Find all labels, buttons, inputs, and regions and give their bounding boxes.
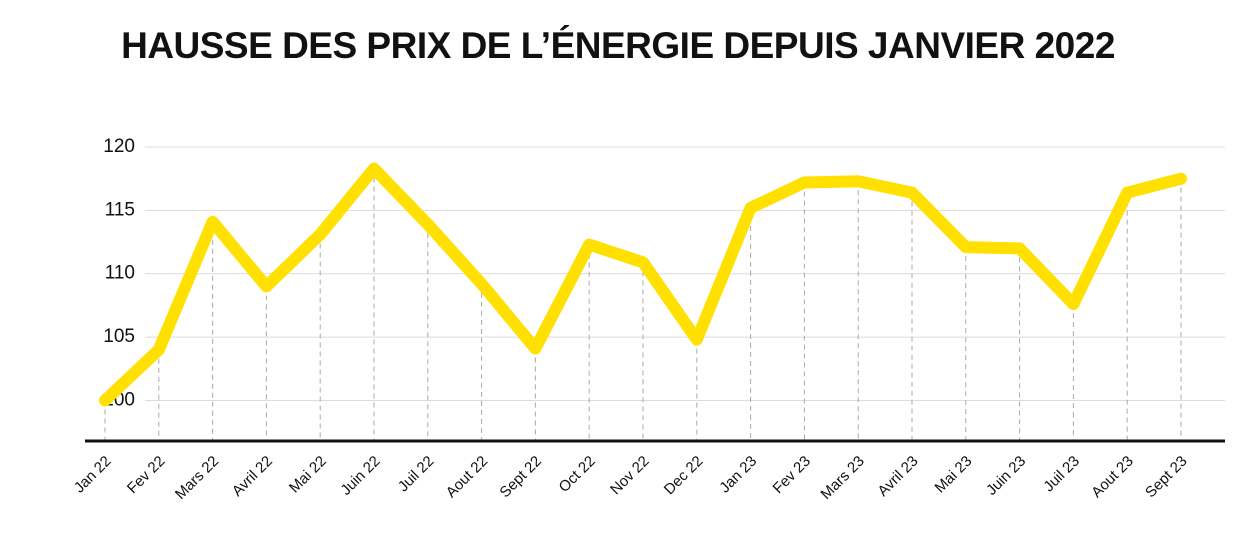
x-tick-label: Juin 23 [983, 453, 1029, 499]
x-tick-label: Aout 22 [443, 453, 492, 502]
x-tick-label: Oct 22 [556, 453, 599, 496]
x-tick-label: Mai 23 [932, 453, 976, 497]
x-tick-label: Nov 22 [607, 453, 653, 499]
x-tick-label: Mars 23 [817, 453, 867, 503]
x-tick-label: Sept 22 [496, 453, 545, 502]
x-tick-label: Jan 22 [71, 453, 115, 497]
y-tick-label: 120 [103, 136, 135, 157]
data-line [99, 162, 1187, 407]
x-tick-label: Avril 23 [874, 453, 921, 500]
chart-title: HAUSSE DES PRIX DE L’ÉNERGIE DEPUIS JANV… [121, 25, 1115, 66]
x-tick-label: Aout 23 [1088, 453, 1137, 502]
x-tick-label: Jan 23 [716, 453, 760, 497]
x-tick-label: Dec 22 [661, 453, 707, 499]
x-tick-label: Mai 22 [286, 453, 330, 497]
x-tick-label: Mars 22 [172, 453, 222, 503]
y-tick-label: 110 [105, 263, 135, 284]
y-tick-label: 115 [105, 199, 135, 220]
x-tick-label: Fev 22 [124, 453, 168, 497]
x-tick-label: Sept 23 [1142, 453, 1191, 502]
y-tick-label: 105 [103, 326, 135, 347]
x-tick-label: Juil 22 [395, 453, 438, 496]
x-tick-label: Avril 22 [229, 453, 276, 500]
x-tick-label: Juin 22 [337, 453, 383, 499]
x-tick-label: Juil 23 [1040, 453, 1083, 496]
x-tick-label: Fev 23 [770, 453, 814, 497]
